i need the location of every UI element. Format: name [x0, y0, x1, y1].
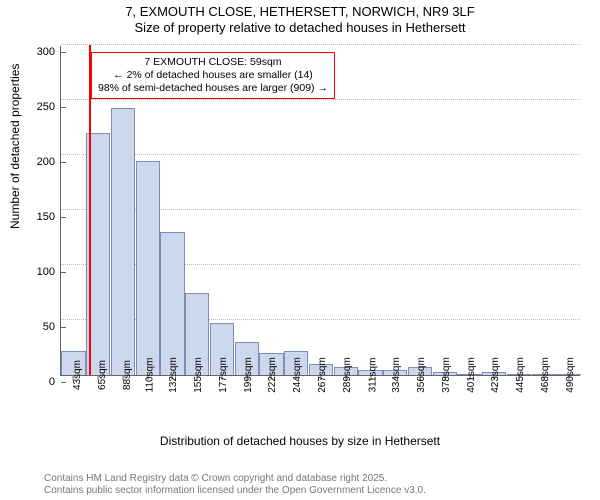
x-tick-label: 43sqm	[58, 360, 83, 390]
property-annotation-box: 7 EXMOUTH CLOSE: 59sqm ← 2% of detached …	[91, 52, 335, 99]
x-axis-label: Distribution of detached houses by size …	[0, 434, 600, 448]
x-tick-label: 132sqm	[155, 357, 180, 393]
x-tick-label: 423sqm	[477, 357, 502, 393]
histogram-bar	[160, 232, 184, 375]
x-tick-label: 311sqm	[353, 358, 378, 393]
histogram-bar	[111, 108, 135, 375]
gridline	[61, 154, 580, 155]
gridline	[61, 44, 580, 45]
x-tick-label: 267sqm	[303, 357, 328, 393]
x-tick-label: 155sqm	[179, 357, 204, 393]
x-tick-label: 378sqm	[427, 357, 452, 393]
y-tick-label: 50	[43, 321, 61, 333]
x-tick-label: 222sqm	[254, 357, 279, 393]
x-tick-label: 88sqm	[108, 360, 133, 390]
x-tick-label: 199sqm	[229, 357, 254, 393]
attribution-footer: Contains HM Land Registry data © Crown c…	[44, 473, 426, 497]
y-axis-label: Number of detached properties	[8, 64, 22, 229]
x-tick-label: 289sqm	[328, 357, 353, 393]
x-tick-label: 490sqm	[551, 357, 576, 393]
x-tick-label: 468sqm	[526, 357, 551, 393]
y-tick-label: 150	[37, 211, 61, 223]
annotation-line1: 7 EXMOUTH CLOSE: 59sqm	[98, 56, 328, 69]
y-tick-label: 200	[37, 156, 61, 168]
chart-container: Number of detached properties 7 EXMOUTH …	[0, 36, 600, 456]
plot-area: 7 EXMOUTH CLOSE: 59sqm ← 2% of detached …	[60, 46, 580, 376]
x-tick-label: 110sqm	[130, 358, 155, 393]
y-tick-label: 300	[37, 46, 61, 58]
x-tick-label: 401sqm	[452, 357, 477, 393]
footer-line2: Contains public sector information licen…	[44, 485, 426, 497]
x-tick-label: 356sqm	[402, 357, 427, 393]
annotation-line3: 98% of semi-detached houses are larger (…	[98, 82, 328, 95]
histogram-bar	[136, 161, 160, 376]
property-marker-line	[89, 45, 91, 375]
x-tick-label: 65sqm	[83, 360, 108, 390]
y-tick-label: 250	[37, 101, 61, 113]
x-tick-label: 177sqm	[204, 357, 229, 393]
chart-title-line1: 7, EXMOUTH CLOSE, HETHERSETT, NORWICH, N…	[0, 4, 600, 20]
annotation-line2: ← 2% of detached houses are smaller (14)	[98, 69, 328, 82]
x-tick-label: 334sqm	[377, 357, 402, 393]
y-tick-label: 100	[37, 266, 61, 278]
footer-line1: Contains HM Land Registry data © Crown c…	[44, 473, 426, 485]
x-tick-label: 244sqm	[278, 357, 303, 393]
chart-title-block: 7, EXMOUTH CLOSE, HETHERSETT, NORWICH, N…	[0, 0, 600, 37]
x-tick-label: 445sqm	[501, 357, 526, 393]
gridline	[61, 99, 580, 100]
chart-title-line2: Size of property relative to detached ho…	[0, 20, 600, 36]
